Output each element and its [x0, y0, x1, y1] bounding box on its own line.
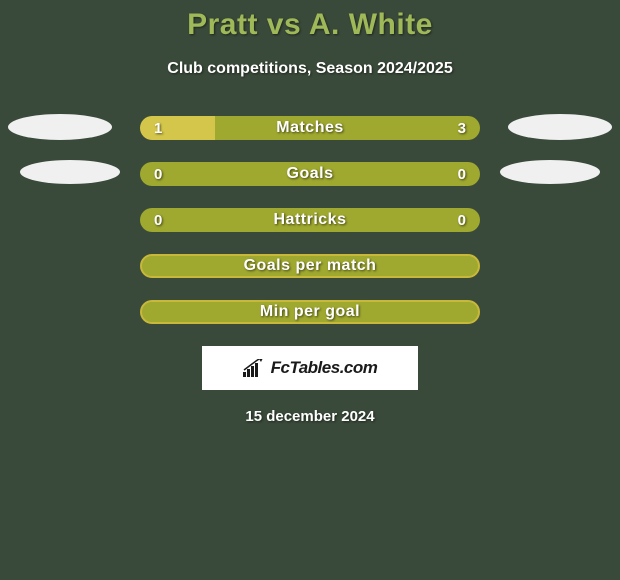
stat-row: 13Matches — [0, 116, 620, 140]
stat-label: Min per goal — [142, 303, 478, 321]
logo-text: FcTables.com — [271, 358, 378, 378]
logo-box: FcTables.com — [202, 346, 418, 390]
infographic-container: Pratt vs A. White Club competitions, Sea… — [0, 0, 620, 425]
subtitle: Club competitions, Season 2024/2025 — [0, 60, 620, 78]
player-badge-left — [20, 160, 120, 184]
player-badge-left — [8, 114, 112, 140]
chart-icon — [243, 359, 265, 377]
stat-bar: 00Hattricks — [140, 208, 480, 232]
player-badge-right — [508, 114, 612, 140]
stat-row: Min per goal — [0, 300, 620, 324]
stats-area: 13Matches 00Goals 00Hattricks Goals per mat… — [0, 116, 620, 324]
stat-label: Matches — [140, 119, 480, 137]
stat-row: Goals per match — [0, 254, 620, 278]
date-text: 15 december 2024 — [0, 408, 620, 425]
stat-label: Hattricks — [140, 211, 480, 229]
stat-bar: 00Goals — [140, 162, 480, 186]
stat-label: Goals per match — [142, 257, 478, 275]
stat-label: Goals — [140, 165, 480, 183]
stat-row: 00Hattricks — [0, 208, 620, 232]
stat-row: 00Goals — [0, 162, 620, 186]
stat-bar: Min per goal — [140, 300, 480, 324]
player-badge-right — [500, 160, 600, 184]
stat-bar: Goals per match — [140, 254, 480, 278]
stat-bar: 13Matches — [140, 116, 480, 140]
page-title: Pratt vs A. White — [0, 8, 620, 42]
